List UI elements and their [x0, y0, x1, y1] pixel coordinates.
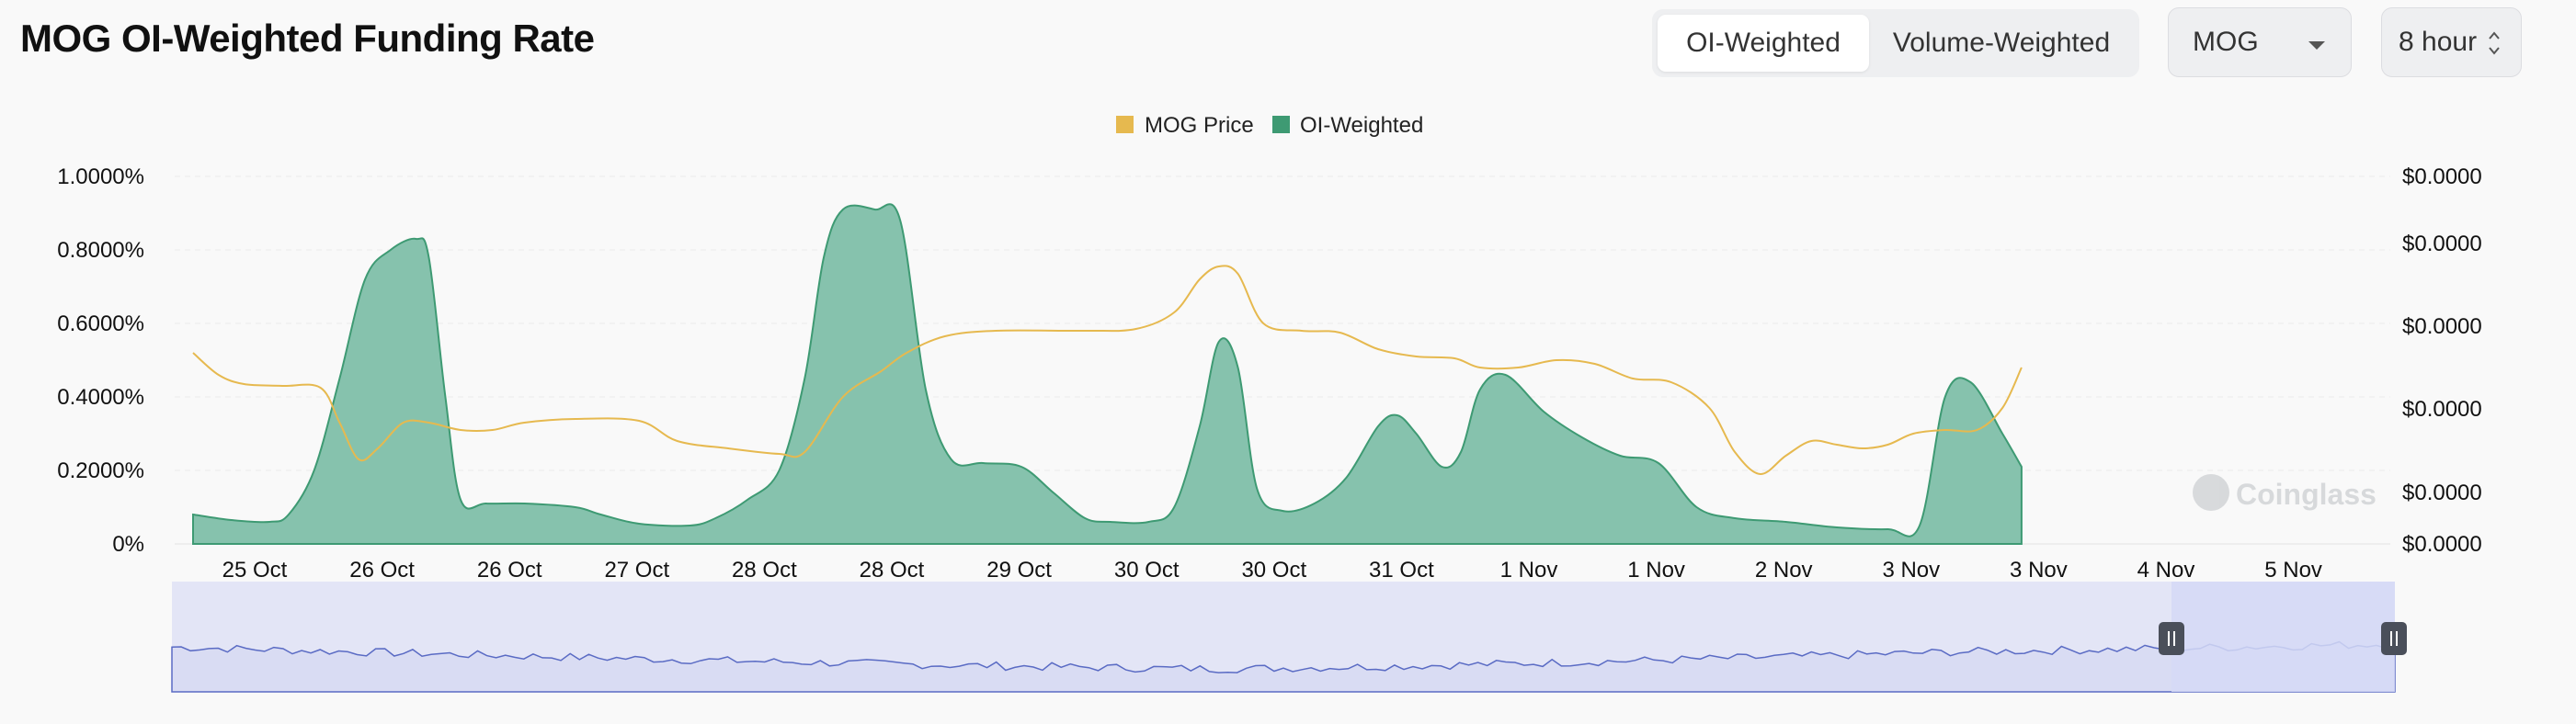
y-left-tick-label: 0%: [112, 532, 144, 557]
y-right-tick-label: $0.0000: [2402, 232, 2482, 256]
x-tick-label: 28 Oct: [860, 558, 925, 583]
x-tick-label: 29 Oct: [986, 558, 1052, 583]
y-axis-left: 1.0000% 0.8000% 0.6000% 0.4000% 0.2000% 0%: [57, 164, 144, 557]
x-tick-label: 26 Oct: [477, 558, 542, 583]
coin-select-value: MOG: [2193, 27, 2259, 57]
y-axis-right: $0.0000 $0.0000 $0.0000 $0.0000 $0.0000 $0.00…: [2402, 164, 2482, 557]
x-tick-label: 3 Nov: [1882, 558, 1940, 583]
navigator-handle-left[interactable]: [2159, 622, 2184, 655]
watermark-text: Coinglass: [2236, 478, 2377, 511]
y-right-tick-label: $0.0000: [2402, 481, 2482, 505]
tab-oi-weighted[interactable]: OI-Weighted: [1658, 15, 1869, 72]
y-left-tick-label: 0.2000%: [57, 458, 144, 483]
watermark-logo-icon: [2193, 474, 2229, 511]
navigator-selection[interactable]: [2171, 582, 2395, 692]
legend-oi-swatch: [1272, 116, 1290, 133]
y-left-tick-label: 1.0000%: [57, 164, 144, 189]
page-title: MOG OI-Weighted Funding Rate: [20, 17, 595, 60]
y-right-tick-label: $0.0000: [2402, 397, 2482, 422]
weighting-toggle: OI-Weighted Volume-Weighted: [1652, 9, 2139, 77]
x-tick-label: 2 Nov: [1755, 558, 1813, 583]
price-line[interactable]: [192, 265, 2023, 475]
x-tick-label: 3 Nov: [2010, 558, 2068, 583]
x-tick-label: 1 Nov: [1627, 558, 1685, 583]
y-right-tick-label: $0.0000: [2402, 164, 2482, 189]
navigator-background: [172, 582, 2395, 692]
y-left-tick-label: 0.6000%: [57, 311, 144, 336]
grid-lines: [175, 175, 2390, 545]
x-tick-label: 31 Oct: [1369, 558, 1434, 583]
y-right-tick-label: $0.0000: [2402, 532, 2482, 557]
navigator-handle-right[interactable]: [2381, 622, 2407, 655]
x-tick-label: 1 Nov: [1500, 558, 1558, 583]
legend-oi-label[interactable]: OI-Weighted: [1300, 113, 1423, 138]
range-navigator[interactable]: [171, 582, 2407, 693]
y-right-tick-label: $0.0000: [2402, 314, 2482, 339]
oi-weighted-area[interactable]: [192, 203, 2023, 545]
interval-select-value: 8 hour: [2399, 27, 2478, 57]
chevron-down-icon: [2308, 41, 2325, 50]
navigator-series: [171, 640, 2396, 693]
x-tick-label: 28 Oct: [732, 558, 797, 583]
x-tick-label: 25 Oct: [222, 558, 288, 583]
interval-select[interactable]: 8 hour: [2381, 7, 2522, 77]
legend-price-swatch: [1116, 116, 1134, 133]
x-tick-label: 5 Nov: [2264, 558, 2322, 583]
updown-chevron-icon: [2489, 31, 2500, 55]
y-left-tick-label: 0.8000%: [57, 238, 144, 263]
y-left-tick-label: 0.4000%: [57, 385, 144, 410]
legend: MOG Price OI-Weighted: [1116, 113, 1423, 138]
watermark: Coinglass: [2193, 474, 2377, 511]
x-tick-label: 4 Nov: [2137, 558, 2195, 583]
x-tick-label: 27 Oct: [604, 558, 669, 583]
x-tick-label: 26 Oct: [349, 558, 415, 583]
x-axis: 25 Oct 26 Oct 26 Oct 27 Oct 28 Oct 28 Oct 29 O…: [222, 558, 2322, 583]
x-tick-label: 30 Oct: [1241, 558, 1306, 583]
x-tick-label: 30 Oct: [1114, 558, 1180, 583]
coin-select[interactable]: MOG: [2168, 7, 2352, 77]
legend-price-label[interactable]: MOG Price: [1145, 113, 1254, 138]
tab-volume-weighted[interactable]: Volume-Weighted: [1892, 28, 2111, 58]
